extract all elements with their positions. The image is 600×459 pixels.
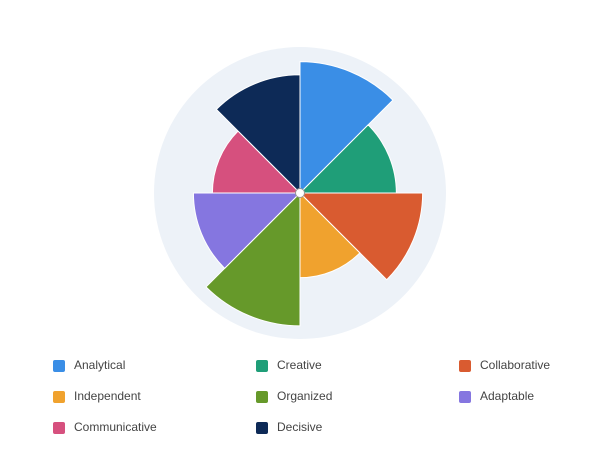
legend-swatch (256, 422, 268, 434)
legend-item[interactable]: Creative (256, 358, 322, 372)
legend-item[interactable]: Communicative (53, 420, 157, 434)
wedge (298, 124, 397, 194)
wedge (298, 192, 424, 281)
legend-swatch (53, 422, 65, 434)
legend-item[interactable]: Collaborative (459, 358, 550, 372)
legend-label: Adaptable (480, 389, 534, 403)
wedges (192, 61, 424, 327)
legend-swatch (459, 360, 471, 372)
legend-label: Independent (74, 389, 141, 403)
legend-item[interactable]: Independent (53, 389, 141, 403)
legend-item[interactable]: Adaptable (459, 389, 534, 403)
legend-label: Analytical (74, 358, 125, 372)
legend: Analytical Creative Collaborative Independe… (53, 358, 550, 434)
legend-label: Organized (277, 389, 332, 403)
legend-swatch (459, 391, 471, 403)
legend-swatch (256, 360, 268, 372)
legend-swatch (256, 391, 268, 403)
legend-swatch (53, 391, 65, 403)
legend-label: Collaborative (480, 358, 550, 372)
legend-swatch (53, 360, 65, 372)
wedge (211, 130, 302, 194)
wedge (192, 192, 302, 270)
center-dot (295, 188, 305, 198)
wedge (299, 191, 361, 279)
legend-item[interactable]: Organized (256, 389, 332, 403)
wedge (215, 74, 301, 195)
wedge (299, 61, 394, 195)
legend-item[interactable]: Decisive (256, 420, 323, 434)
legend-label: Creative (277, 358, 322, 372)
legend-label: Communicative (74, 420, 157, 434)
wedge (205, 191, 301, 327)
legend-label: Decisive (277, 420, 323, 434)
legend-item[interactable]: Analytical (53, 358, 125, 372)
